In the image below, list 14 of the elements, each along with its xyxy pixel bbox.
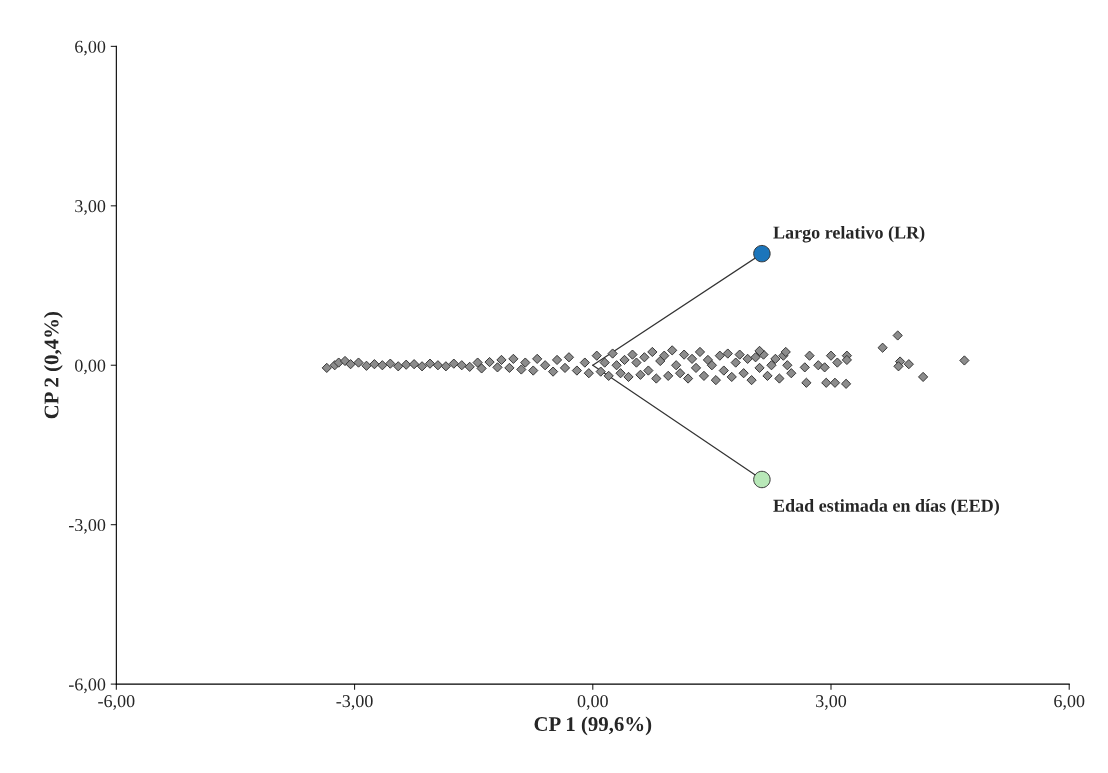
x-axis-title: CP 1 (99,6%) [534, 716, 652, 736]
y-axis-title: CP 2 (0,4%) [43, 312, 63, 419]
x-tick-label: 0,00 [577, 695, 608, 710]
y-tick-label: -6,00 [68, 678, 106, 694]
series-label: Edad estimada en días (EED) [773, 499, 999, 516]
y-tick-label: -3,00 [68, 518, 106, 534]
x-tick-label: 6,00 [1054, 695, 1085, 710]
y-tick-label: 6,00 [75, 40, 106, 56]
x-tick-label: -6,00 [98, 695, 135, 710]
y-tick-label: 3,00 [75, 200, 106, 215]
series-label: Largo relativo (LR) [773, 225, 925, 243]
x-tick-label: -3,00 [336, 695, 373, 710]
x-tick-label: 3,00 [816, 695, 847, 710]
y-tick-label: 0,00 [75, 359, 106, 375]
